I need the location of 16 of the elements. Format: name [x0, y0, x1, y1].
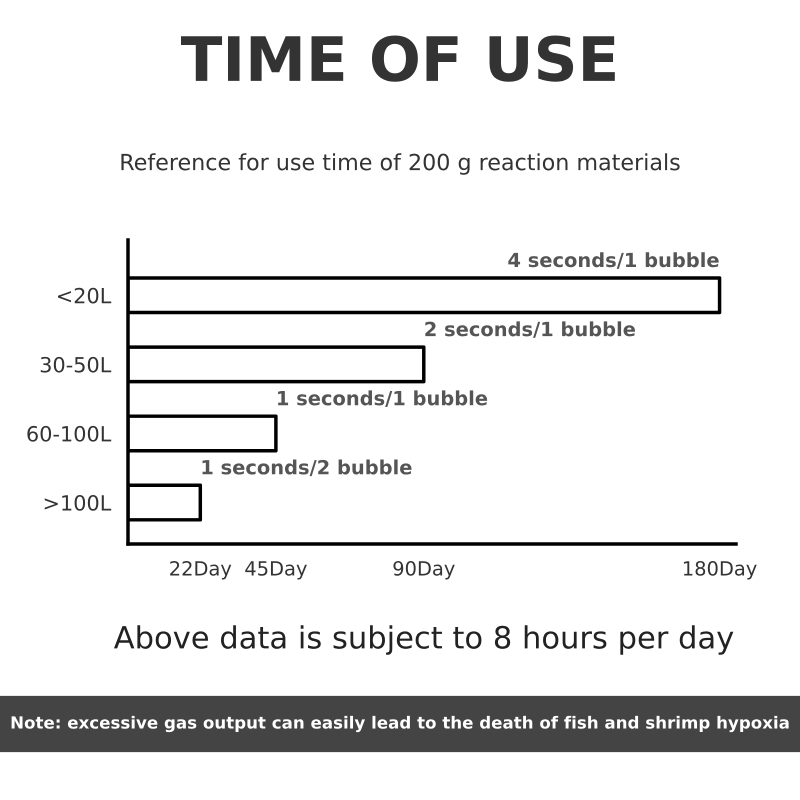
y-tick-label: >100L — [44, 495, 112, 511]
text: Note: excessive gas output can easily lead to the death of fish and shrimp hypoxia — [12, 716, 789, 732]
chart-title: TIME OF USE — [180, 36, 615, 82]
x-tick-label: 180Day — [684, 561, 757, 580]
y-tick-label: <20L — [58, 288, 112, 304]
x-tick-label: 90Day — [393, 561, 455, 580]
chart-subtitle: Reference for use time of 200 g reaction materials — [121, 153, 680, 175]
annotation: 2 seconds/1 bubble — [425, 321, 635, 338]
annotation: 4 seconds/1 bubble — [508, 252, 719, 269]
x-tick-label: 22Day — [170, 561, 232, 580]
annotation: 1 seconds/1 bubble — [278, 390, 488, 407]
annotation: 1 seconds/2 bubble — [202, 460, 412, 476]
y-tick-label: 30-50L — [40, 356, 112, 373]
x-tick-label: 45Day — [245, 561, 307, 580]
text: Above data is subject to 8 hours per day — [114, 625, 734, 655]
y-tick-label: 60-100L — [27, 426, 112, 442]
